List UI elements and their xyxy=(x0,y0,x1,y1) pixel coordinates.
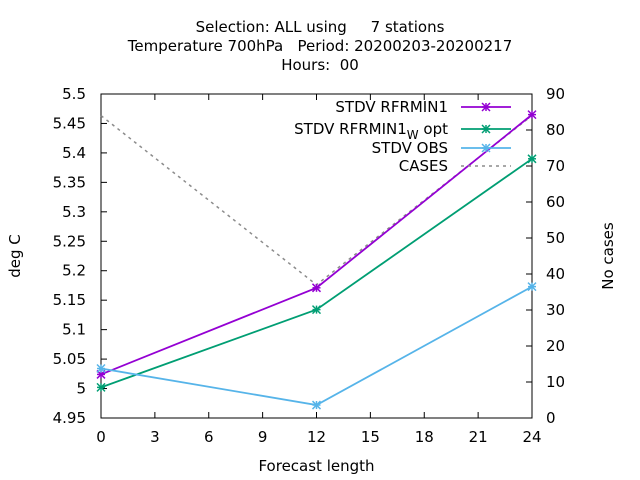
data-point-marker xyxy=(481,102,491,112)
x-tick-label: 18 xyxy=(415,428,434,446)
series-line xyxy=(100,115,533,286)
data-point-marker xyxy=(527,110,537,120)
y2-tick-label: 70 xyxy=(546,157,565,175)
chart-title: Selection: ALL using 7 stationsTemperatu… xyxy=(127,18,513,74)
legend-name: STDV RFRMIN1 xyxy=(335,98,448,116)
x-tick-label: 15 xyxy=(361,428,380,446)
y-axis-label: deg C xyxy=(6,234,24,278)
series-line xyxy=(100,285,533,406)
data-point-marker xyxy=(481,124,491,134)
y2-tick-label: 0 xyxy=(546,409,556,427)
x-tick-label: 12 xyxy=(307,428,326,446)
y-tick-label: 5.3 xyxy=(62,203,86,221)
y2-tick-label: 30 xyxy=(546,301,565,319)
x-tick-label: 21 xyxy=(469,428,488,446)
series-1 xyxy=(96,154,537,392)
x-tick-label: 24 xyxy=(522,428,541,446)
y-tick-label: 5.05 xyxy=(53,350,86,368)
data-point-marker xyxy=(527,282,537,292)
y-tick-label: 5.35 xyxy=(53,173,86,191)
y-tick-label: 4.95 xyxy=(53,409,86,427)
y-tick-label: 5.15 xyxy=(53,291,86,309)
y2-tick-label: 40 xyxy=(546,265,565,283)
y2-tick-label: 50 xyxy=(546,229,565,247)
y2-tick-label: 80 xyxy=(546,121,565,139)
series-group xyxy=(96,110,537,410)
series-3 xyxy=(100,115,533,286)
data-point-marker xyxy=(96,382,106,392)
x-tick-label: 0 xyxy=(96,428,106,446)
data-point-marker xyxy=(311,400,322,410)
x-tick-label: 3 xyxy=(150,428,160,446)
legend-name-subscript: W xyxy=(407,128,419,142)
title-line: Hours: 00 xyxy=(281,56,359,74)
y2-tick-label: 10 xyxy=(546,373,565,391)
data-point-marker xyxy=(311,283,322,293)
legend-label: STDV OBS xyxy=(372,139,448,157)
legend-name-suffix: opt xyxy=(419,120,448,138)
data-point-marker xyxy=(96,363,106,374)
series-line xyxy=(100,158,533,389)
y-tick-label: 5.2 xyxy=(62,262,86,280)
y2-axis-label: No cases xyxy=(599,222,617,290)
series-0 xyxy=(96,110,537,379)
x-tick-label: 6 xyxy=(204,428,214,446)
series-2 xyxy=(96,282,537,410)
y-tick-label: 5.4 xyxy=(62,144,86,162)
plot-frame xyxy=(100,93,533,419)
legend-name: CASES xyxy=(399,157,448,175)
data-point-marker xyxy=(311,305,322,315)
legend-label: CASES xyxy=(399,157,448,175)
y-tick-label: 5 xyxy=(76,380,86,398)
title-line: Temperature 700hPa Period: 20200203-2020… xyxy=(127,37,513,55)
x-tick-label: 9 xyxy=(258,428,268,446)
series-line xyxy=(100,113,533,376)
legend-label: STDV RFRMIN1 xyxy=(335,98,448,116)
axis-ticks: 0 3 6 9 12 15 18 21 24 4.95 5 5.05 5.1 5.15 5.2 5.25 5.3… xyxy=(53,85,566,446)
y2-tick-label: 20 xyxy=(546,337,565,355)
legend-name: STDV OBS xyxy=(372,139,448,157)
y-tick-label: 5.5 xyxy=(62,85,86,103)
x-axis-label: Forecast length xyxy=(258,457,374,475)
title-line: Selection: ALL using 7 stations xyxy=(196,18,445,36)
y2-tick-label: 90 xyxy=(546,85,565,103)
y-tick-label: 5.1 xyxy=(62,321,86,339)
y-tick-label: 5.45 xyxy=(53,114,86,132)
legend-name: STDV RFRMIN1 xyxy=(294,120,407,138)
y-tick-label: 5.25 xyxy=(53,232,86,250)
data-point-marker xyxy=(527,154,537,164)
data-point-marker xyxy=(481,143,491,153)
legend-label: STDV RFRMIN1W opt xyxy=(294,120,448,142)
y2-tick-label: 60 xyxy=(546,193,565,211)
